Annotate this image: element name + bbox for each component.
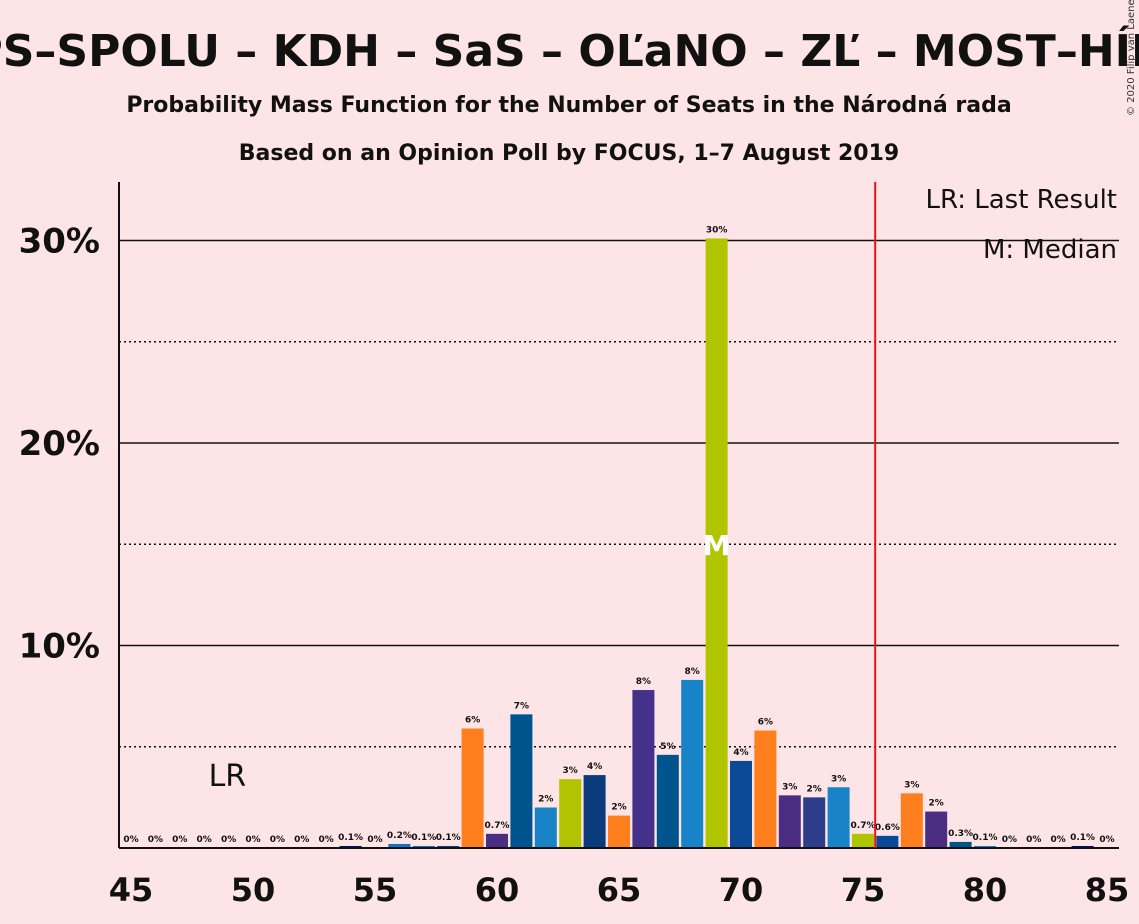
bar [559,779,582,848]
bar-value-label: 0% [123,835,138,845]
bar-value-label: 2% [538,795,553,805]
bar [632,690,655,848]
bar-value-label: 0.7% [485,821,510,831]
bar-value-label: 0% [172,835,187,845]
x-tick-label: 50 [231,871,276,909]
bar-value-label: 0% [367,835,382,845]
bar [608,815,630,848]
bar [876,835,899,848]
bar [974,845,996,848]
bar-labels: 0% 0% 0% 0% 0% 0% 0% 0% 0% 0.1% 0% 0.2% 0.1% 0.1%6%0.… [123,225,1114,845]
bar-value-label: 0.1% [973,833,998,843]
last-result-marker: LR [209,759,247,794]
chart-title: PS–SPOLU – KDH – SaS – OĽaNO – ZĽ – MOST… [0,24,1139,77]
bar-value-label: 0% [1051,835,1066,845]
x-tick-label: 70 [719,871,764,909]
bar [388,843,411,848]
y-tick-labels: 10% 20% 30% [19,222,100,667]
bar-value-label: 0.1% [411,833,436,843]
bar [461,728,484,848]
bar-value-label: 0.1% [338,833,363,843]
bar-value-label: 0% [197,835,212,845]
bar-value-label: 30% [706,225,728,235]
bars [339,238,1094,849]
chart-subtitle-1: Probability Mass Function for the Number… [126,93,1011,118]
x-tick-label: 75 [841,871,886,909]
y-tick-label: 30% [19,222,100,262]
x-tick-label: 85 [1085,871,1130,909]
bar-value-label: 0% [1026,835,1041,845]
bar [900,793,923,848]
bar-value-label: 0.2% [387,831,412,841]
bar [656,754,679,848]
bar-value-label: 6% [758,718,773,728]
bar [778,795,801,848]
bar [534,807,557,848]
bar [437,845,460,848]
bar [339,845,362,848]
bar [852,833,874,848]
bar-value-label: 2% [807,784,822,794]
bar-value-label: 0% [148,835,163,845]
bar [803,797,826,848]
bar [827,787,850,848]
bar-value-label: 0% [319,835,334,845]
bar-value-label: 0.7% [851,821,876,831]
bar-value-label: 2% [929,799,944,809]
bar [583,775,606,848]
bar [681,679,704,848]
bar [705,238,728,849]
chart-subtitle-2: Based on an Opinion Poll by FOCUS, 1–7 A… [239,141,899,166]
bar-value-label: 0.3% [948,829,973,839]
median-marker: M [703,529,731,562]
x-tick-label: 80 [963,871,1008,909]
legend-median: M: Median [983,235,1117,265]
bar [486,833,508,848]
bar-value-label: 7% [514,701,529,711]
bar-value-label: 0% [221,835,236,845]
x-tick-label: 45 [109,871,154,909]
bar [730,760,752,848]
bar-value-label: 3% [563,766,578,776]
bar-value-label: 0% [1099,835,1114,845]
bar [412,845,435,848]
bar [949,841,972,848]
bar-value-label: 0% [1002,835,1017,845]
bar-value-label: 3% [831,774,846,784]
bar-value-label: 8% [636,677,651,687]
bar-value-label: 5% [660,742,675,752]
x-tick-label: 65 [597,871,642,909]
bar-value-label: 6% [465,716,480,726]
bar-value-label: 0.1% [1070,833,1095,843]
bar-value-label: 2% [611,803,626,813]
bar-value-label: 3% [782,782,797,792]
bar [510,714,533,848]
x-tick-label: 60 [475,871,520,909]
legend-last-result: LR: Last Result [925,185,1117,215]
bar-value-label: 8% [685,667,700,677]
bar-value-label: 0% [245,835,260,845]
bar-value-label: 4% [733,748,748,758]
bar-value-label: 0% [270,835,285,845]
bar-value-label: 3% [904,780,919,790]
copyright-text: © 2020 Filip van Laenen [1126,0,1137,116]
bar [925,811,948,848]
x-tick-label: 55 [353,871,398,909]
bar-value-label: 0.1% [436,833,461,843]
bar-value-label: 0.6% [875,823,900,833]
y-tick-label: 10% [19,627,100,667]
bar-value-label: 0% [294,835,309,845]
x-tick-labels: 45 50 55 60 65 70 75 80 85 [109,871,1130,909]
bar [1071,845,1094,848]
y-tick-label: 20% [19,424,100,464]
grid-lines [119,239,1119,748]
bar-value-label: 4% [587,762,602,772]
bar [754,730,777,848]
